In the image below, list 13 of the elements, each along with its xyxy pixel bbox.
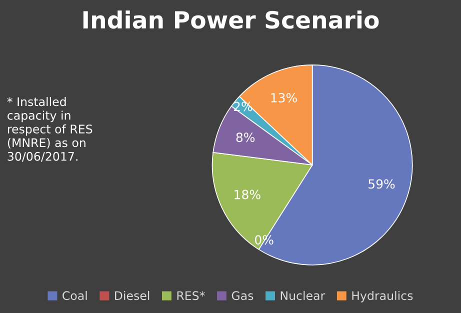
chart-title: Indian Power Scenario bbox=[83, 10, 379, 29]
legend-label: Diesel bbox=[115, 290, 150, 300]
legend-label: Gas bbox=[232, 291, 254, 300]
data-label: 18% bbox=[234, 190, 260, 200]
data-label: 8% bbox=[236, 132, 255, 142]
data-label: 59% bbox=[368, 179, 395, 189]
legend-label: Nuclear bbox=[280, 290, 326, 300]
text: 0% bbox=[254, 235, 274, 245]
legend-label: RES* bbox=[177, 291, 205, 300]
legend-label: Hydraulics bbox=[352, 290, 413, 302]
legend-label: Coal bbox=[62, 290, 87, 300]
data-label: 13% bbox=[271, 93, 297, 102]
text: * Installed capacity in respect of RES (MNRE) as on 30/06/2017. bbox=[7, 97, 92, 162]
